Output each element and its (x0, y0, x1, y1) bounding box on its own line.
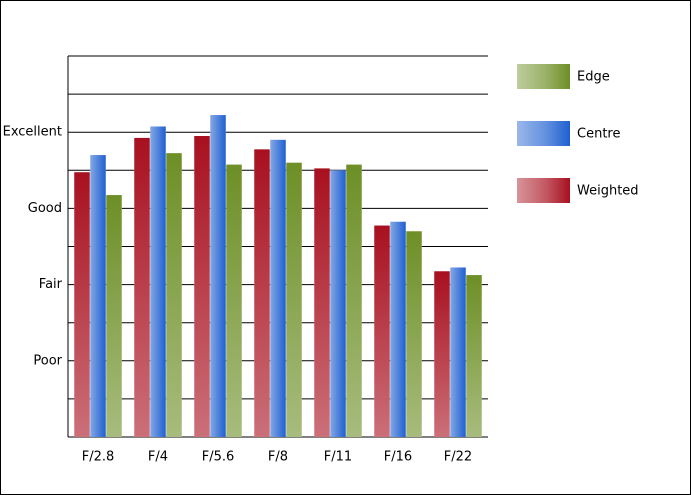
x-tick-label: F/16 (384, 450, 412, 465)
y-tick-label: Poor (33, 353, 62, 368)
y-tick-label: Fair (39, 277, 63, 292)
legend-label: Weighted (577, 184, 639, 199)
bar (346, 164, 362, 437)
bar (314, 168, 330, 437)
bar (150, 126, 166, 438)
x-tick-label: F/22 (444, 450, 472, 465)
legend-swatch (517, 64, 570, 89)
y-tick-label: Excellent (3, 125, 62, 140)
y-tick-label: Good (28, 201, 62, 216)
legend-label: Edge (577, 70, 610, 85)
x-tick-label: F/4 (148, 450, 168, 465)
bar (374, 225, 390, 437)
bar (106, 195, 122, 437)
x-tick-label: F/2.8 (82, 450, 115, 465)
bar (210, 115, 226, 438)
bar (390, 221, 406, 437)
bar (134, 137, 150, 438)
legend-label: Centre (577, 127, 620, 142)
bar (270, 139, 286, 437)
bar (166, 153, 182, 437)
x-tick-label: F/8 (268, 450, 288, 465)
bar (90, 155, 106, 437)
bar (330, 170, 346, 438)
bar (254, 149, 270, 437)
bar (434, 271, 450, 437)
bar (286, 162, 302, 437)
bar (194, 136, 210, 437)
legend-swatch (517, 178, 570, 203)
bar (406, 231, 422, 437)
x-tick-label: F/5.6 (202, 450, 235, 465)
legend-swatch (517, 121, 570, 146)
bar (74, 172, 90, 437)
bar (226, 164, 242, 437)
bar (450, 267, 466, 437)
bar (466, 275, 482, 437)
x-tick-label: F/11 (324, 450, 352, 465)
